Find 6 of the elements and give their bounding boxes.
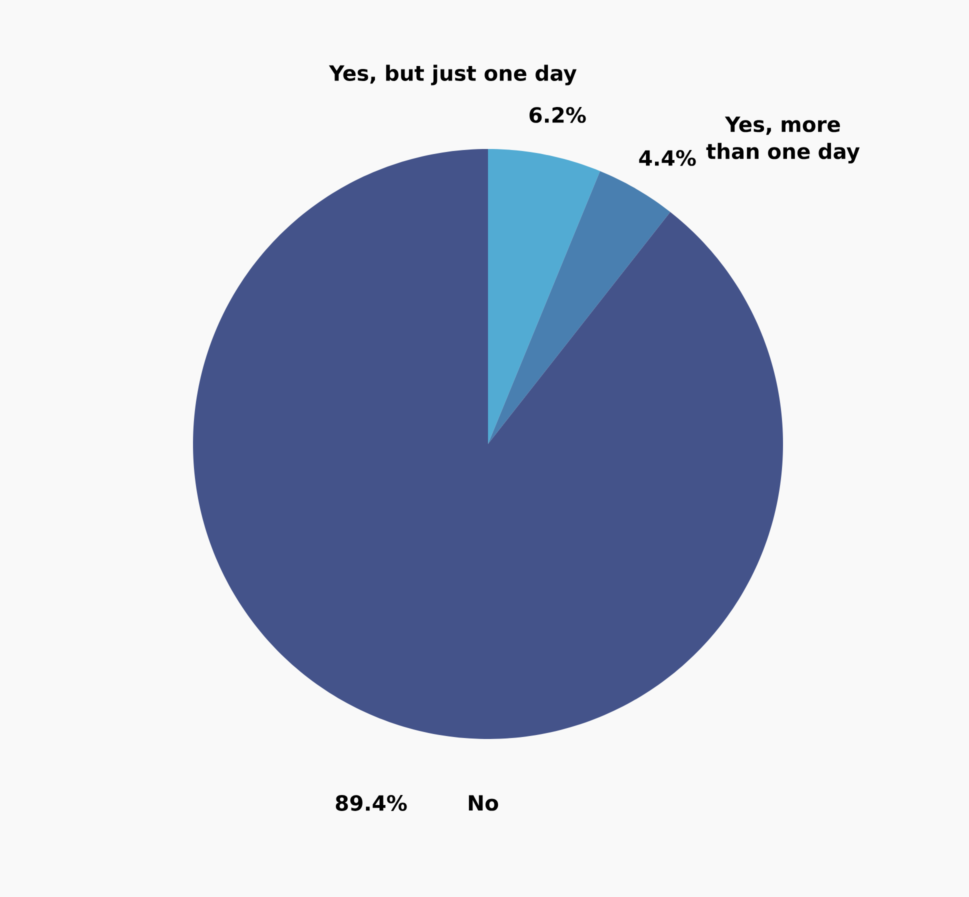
slice-label: Yes, more than one day: [706, 116, 860, 164]
data-label: 4.4%: [639, 150, 696, 166]
slice-label: Yes, but just one day: [328, 64, 577, 86]
data-label: 89.4%: [336, 795, 407, 811]
data-label: 6.2%: [530, 107, 586, 123]
slice-label: No: [468, 795, 498, 811]
